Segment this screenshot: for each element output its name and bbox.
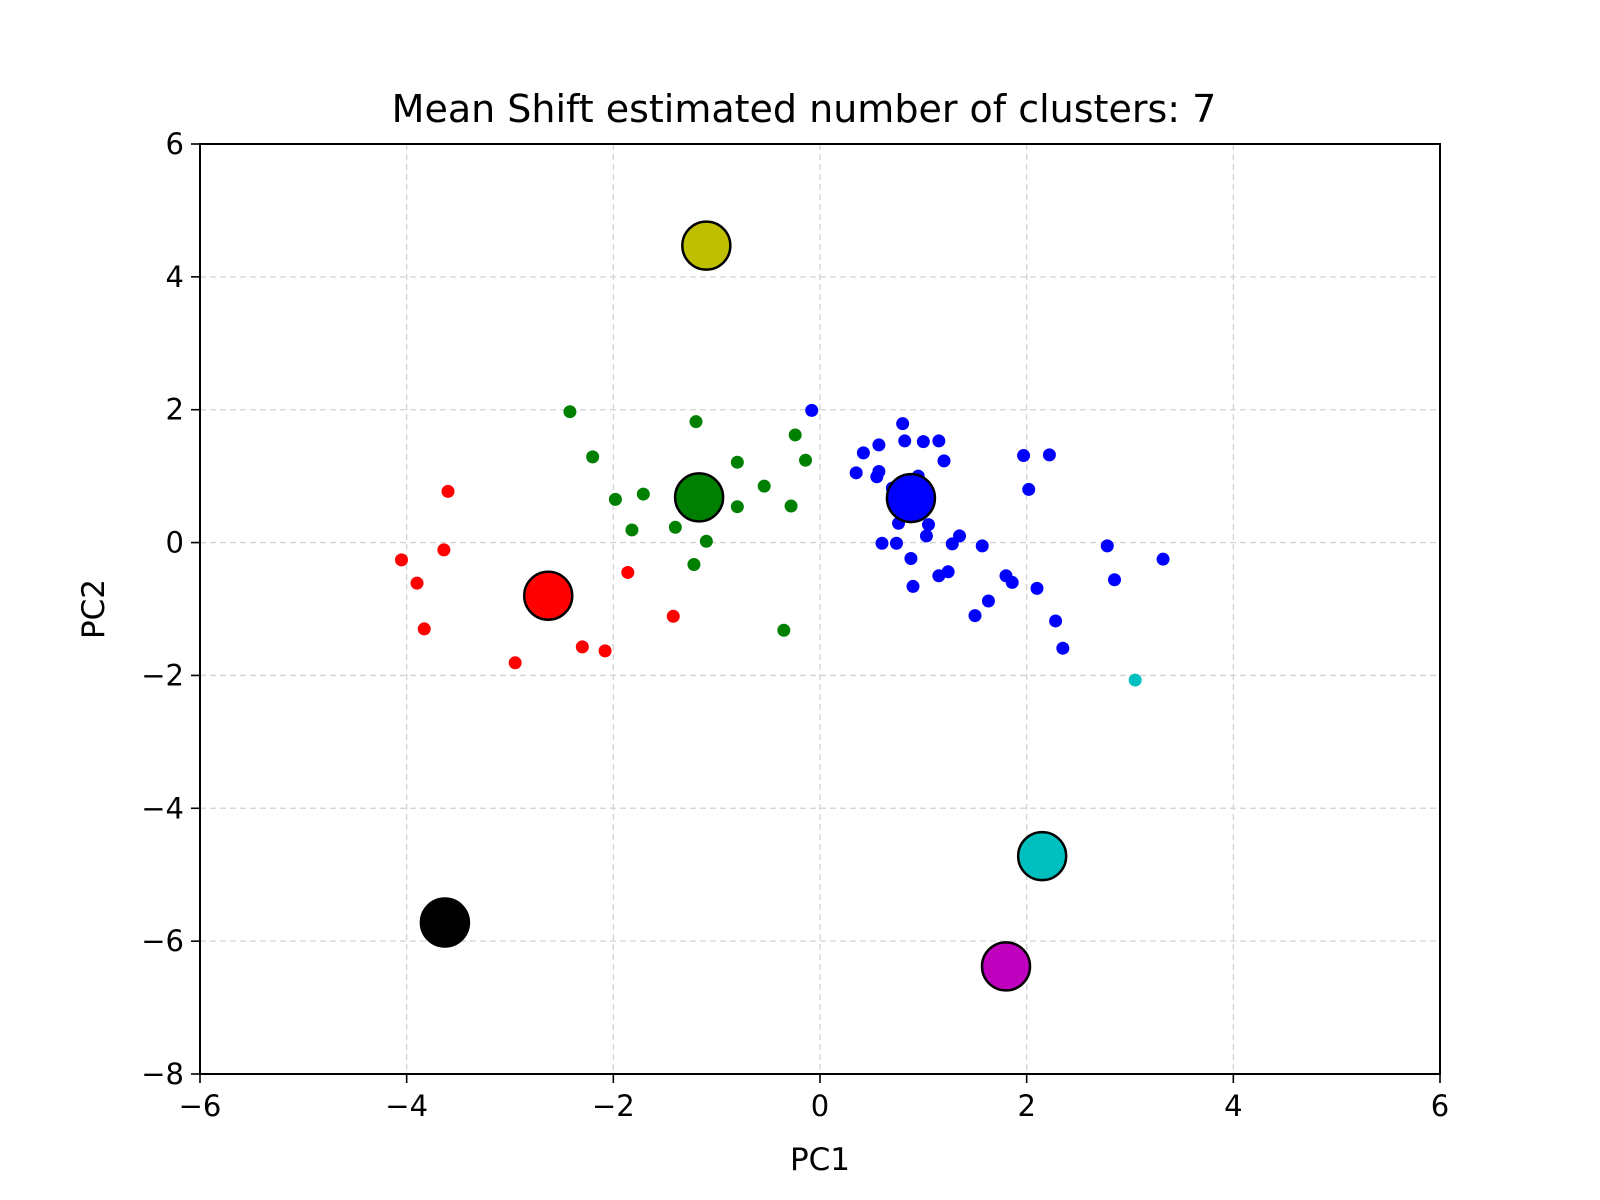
data-point-green [689,415,703,429]
data-point-blue [1022,482,1036,496]
data-point-green [757,479,771,493]
data-point-blue [1030,581,1044,595]
data-point-green [636,487,650,501]
data-point-blue [916,435,930,449]
y-tick-label: −8 [141,1057,184,1091]
cluster-center-green [673,472,725,523]
cluster-center-yellow [681,220,732,271]
data-point-green [687,557,701,571]
data-point-green [625,523,639,537]
data-point-red [621,565,635,579]
data-point-blue [1017,449,1031,463]
cluster-points [395,403,1170,687]
data-point-red [575,640,589,654]
data-point-blue [968,609,982,623]
y-tick-label: 4 [166,260,184,294]
cluster-center-cyan [1016,830,1068,882]
data-point-blue [1100,539,1114,553]
data-point-blue [872,464,886,478]
data-point-red [598,644,612,658]
chart-title: Mean Shift estimated number of clusters:… [392,87,1217,131]
data-point-blue [872,438,886,452]
cluster-centers [419,220,1068,992]
y-axis-label: PC2 [76,579,112,639]
data-point-red [441,484,455,498]
data-point-blue [937,454,951,468]
data-point-green [608,492,622,506]
data-point-cyan [1128,673,1142,687]
data-point-blue [904,552,918,566]
data-point-green [586,450,600,464]
data-point-blue [953,529,966,543]
data-point-blue [975,539,989,553]
data-point-red [437,543,451,557]
data-point-red [417,622,431,636]
data-point-blue [1108,573,1121,587]
data-point-blue [849,466,863,480]
y-tick-label: −2 [141,658,184,692]
data-point-blue [856,446,870,460]
cluster-center-magenta [980,941,1032,992]
x-tick-label: 0 [811,1089,829,1123]
data-point-blue [906,579,920,593]
data-point-green [668,520,682,534]
data-point-blue [1042,448,1056,462]
data-point-green [730,455,744,469]
data-point-blue [932,434,946,448]
data-point-green [777,623,791,637]
y-tick-label: 6 [166,127,184,161]
data-point-red [395,553,408,567]
x-tick-label: −4 [385,1089,428,1123]
data-point-green [788,428,802,442]
x-tick-label: −6 [179,1089,222,1123]
data-point-red [508,656,522,670]
data-point-blue [889,536,903,550]
data-point-blue [1005,575,1019,589]
data-point-blue [941,565,955,579]
grid [199,143,1441,1075]
x-axis-label: PC1 [790,1142,850,1178]
data-point-blue [981,594,995,608]
cluster-center-red [522,570,574,621]
x-tick-label: 6 [1431,1089,1449,1123]
data-point-blue [1049,614,1063,628]
data-point-blue [896,417,910,431]
data-point-green [799,453,813,467]
x-tick-label: 4 [1224,1089,1242,1123]
x-tick-label: −2 [592,1089,635,1123]
data-point-green [730,500,744,514]
cluster-center-blue [885,472,937,524]
data-point-blue [1056,641,1070,655]
data-point-blue [898,434,912,448]
y-tick-label: 2 [166,393,184,427]
cluster-center-black [419,897,471,948]
data-point-green [563,405,577,419]
data-point-blue [1156,552,1170,566]
x-tick-label: 2 [1017,1089,1035,1123]
data-point-green [699,534,713,548]
y-tick-label: 0 [166,526,184,560]
data-point-green [784,499,798,513]
y-tick-label: −4 [141,791,184,825]
data-point-red [410,576,424,590]
data-point-blue [922,518,935,532]
y-tick-label: −6 [141,924,184,958]
data-point-blue [805,403,819,417]
data-point-red [666,609,680,623]
data-point-blue [919,529,933,543]
data-point-blue [875,536,889,550]
